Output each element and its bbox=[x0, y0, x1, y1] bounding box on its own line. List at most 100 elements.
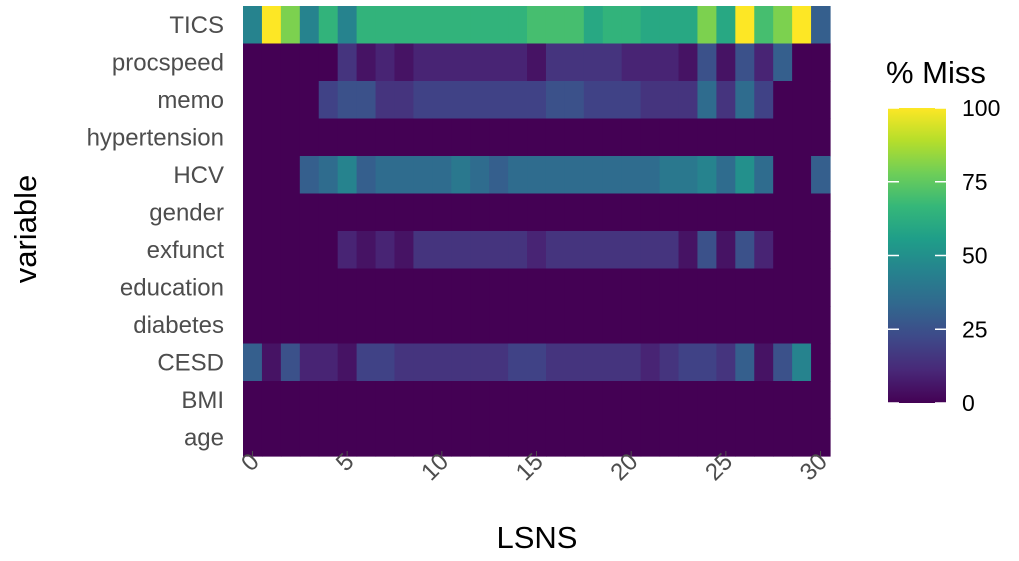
heatmap-cell bbox=[261, 306, 282, 345]
heatmap-cell bbox=[640, 193, 661, 232]
heatmap-cell bbox=[773, 306, 793, 345]
heatmap-cell bbox=[508, 268, 528, 307]
heatmap-cell bbox=[583, 6, 604, 45]
heatmap-cell bbox=[678, 193, 699, 232]
legend-breaks: 0 25 50 75 100 bbox=[888, 95, 1000, 416]
heatmap-cell bbox=[602, 306, 623, 345]
heatmap-cell bbox=[583, 81, 604, 120]
heatmap-cell bbox=[583, 381, 604, 420]
heatmap-cell bbox=[356, 81, 377, 120]
heatmap-cell bbox=[621, 43, 642, 82]
heatmap-cell bbox=[261, 343, 282, 382]
heatmap-cell bbox=[451, 156, 471, 195]
heatmap-cell bbox=[697, 343, 717, 382]
heatmap-cell bbox=[508, 43, 528, 82]
heatmap-cell bbox=[716, 6, 736, 45]
heatmap-cell bbox=[299, 43, 320, 82]
heatmap-cell bbox=[564, 381, 585, 420]
heatmap-cell bbox=[243, 231, 263, 270]
heatmap-cell bbox=[299, 268, 320, 307]
heatmap-cell bbox=[432, 343, 452, 382]
heatmap-cell bbox=[375, 118, 396, 157]
heatmap-cell bbox=[640, 156, 661, 195]
heatmap-cell bbox=[280, 343, 301, 382]
heatmap-cell bbox=[375, 6, 396, 45]
heatmap-cell bbox=[337, 231, 358, 270]
heatmap-cell bbox=[754, 43, 774, 82]
heatmap-cell bbox=[356, 43, 377, 82]
heatmap-cell bbox=[811, 381, 831, 420]
heatmap-cell bbox=[602, 81, 623, 120]
heatmap-cell bbox=[735, 381, 755, 420]
heatmap-cell bbox=[508, 118, 528, 157]
legend-break-label: 50 bbox=[962, 243, 988, 269]
heatmap-cell bbox=[602, 43, 623, 82]
heatmap-cell bbox=[508, 156, 528, 195]
heatmap-cell bbox=[394, 6, 415, 45]
y-tick-label: diabetes bbox=[133, 312, 224, 339]
heatmap-cell bbox=[735, 306, 755, 345]
heatmap-cell bbox=[470, 156, 490, 195]
heatmap-cell bbox=[640, 381, 661, 420]
heatmap-cell bbox=[792, 231, 812, 270]
heatmap-cell bbox=[489, 381, 509, 420]
heatmap-cell bbox=[678, 6, 699, 45]
heatmap-cell bbox=[299, 381, 320, 420]
heatmap-cell bbox=[337, 381, 358, 420]
heatmap-cell bbox=[678, 268, 699, 307]
heatmap-cell bbox=[678, 43, 699, 82]
heatmap-cell bbox=[413, 306, 433, 345]
heatmap-cell bbox=[527, 418, 547, 457]
heatmap-cell bbox=[754, 118, 774, 157]
y-tick-label: memo bbox=[157, 87, 224, 114]
heatmap-cell bbox=[243, 268, 263, 307]
heatmap-cell bbox=[792, 268, 812, 307]
heatmap-cell bbox=[527, 118, 547, 157]
heatmap-cell bbox=[602, 118, 623, 157]
legend-break-label: 75 bbox=[962, 169, 988, 195]
heatmap-cell bbox=[451, 118, 471, 157]
heatmap-cell bbox=[243, 343, 263, 382]
heatmap-cell bbox=[754, 306, 774, 345]
legend: % Miss 0 25 50 75 100 bbox=[886, 55, 1000, 416]
heatmap-cell bbox=[583, 306, 604, 345]
heatmap-cell bbox=[261, 418, 282, 457]
heatmap-cell bbox=[678, 81, 699, 120]
heatmap-cell bbox=[318, 193, 339, 232]
heatmap-cell bbox=[735, 231, 755, 270]
heatmap-cell bbox=[716, 118, 736, 157]
heatmap-cell bbox=[678, 343, 699, 382]
heatmap-cell bbox=[508, 193, 528, 232]
heatmap-cell bbox=[564, 306, 585, 345]
heatmap-cell bbox=[527, 43, 547, 82]
heatmap-cell bbox=[735, 418, 755, 457]
heatmap-cell bbox=[489, 418, 509, 457]
heatmap-cell bbox=[413, 156, 433, 195]
heatmap-cell bbox=[659, 43, 680, 82]
heatmap-cell bbox=[602, 6, 623, 45]
heatmap-cell bbox=[678, 231, 699, 270]
heatmap-cell bbox=[451, 43, 471, 82]
heatmap-cell bbox=[280, 156, 301, 195]
heatmap-cell bbox=[470, 193, 490, 232]
heatmap-cell bbox=[583, 193, 604, 232]
heatmap-cell bbox=[280, 43, 301, 82]
heatmap-cell bbox=[527, 306, 547, 345]
heatmap-cell bbox=[318, 306, 339, 345]
heatmap-cell bbox=[413, 6, 433, 45]
heatmap-cell bbox=[261, 231, 282, 270]
heatmap-cell bbox=[773, 418, 793, 457]
heatmap-cell bbox=[432, 381, 452, 420]
heatmap-cell bbox=[470, 231, 490, 270]
heatmap-cell bbox=[640, 418, 661, 457]
heatmap-cell bbox=[413, 193, 433, 232]
heatmap-cell bbox=[678, 156, 699, 195]
heatmap-cell bbox=[754, 268, 774, 307]
heatmap-cell bbox=[811, 231, 831, 270]
heatmap-cell bbox=[621, 306, 642, 345]
heatmap-cell bbox=[716, 81, 736, 120]
heatmap-cell bbox=[602, 381, 623, 420]
heatmap-cell bbox=[261, 193, 282, 232]
heatmap-cell bbox=[754, 343, 774, 382]
heatmap-cell bbox=[470, 418, 490, 457]
